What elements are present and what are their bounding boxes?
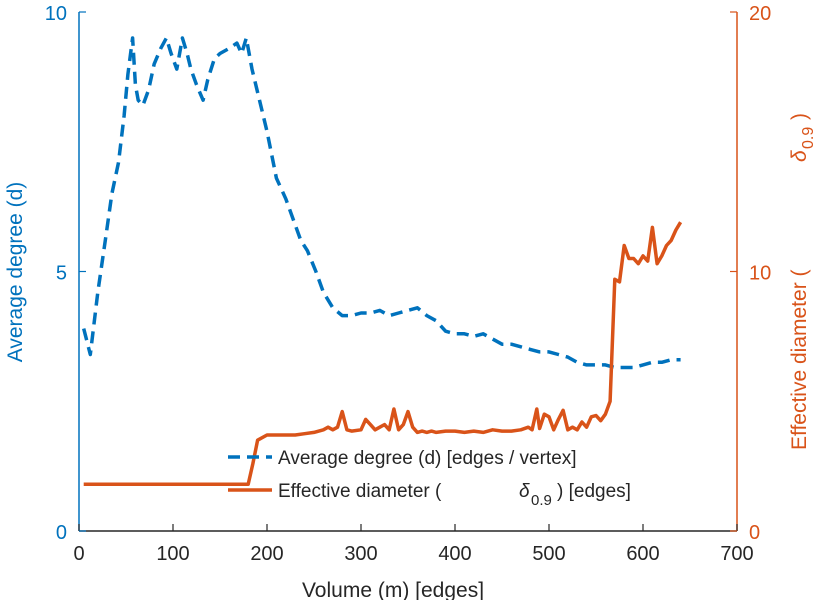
left-y-tick-label: 0 [56, 522, 67, 544]
legend-label-effective-diameter-symbol: δ [519, 481, 530, 502]
right-y-tick-label: 0 [749, 522, 760, 544]
series-group [82, 36, 683, 487]
left-y-axis-label: Average degree (d) [4, 182, 27, 363]
x-tick-label: 600 [626, 543, 659, 565]
legend: Average degree (d) [edges / vertex] Effe… [228, 448, 631, 509]
x-tick-label: 100 [156, 543, 189, 565]
legend-label-effective-diameter-subscript: 0.9 [531, 492, 552, 509]
right-y-axis-label: Effective diameter ( δ 0.9 ) [788, 113, 817, 450]
right-y-tick-label: 20 [749, 3, 771, 25]
legend-label-average-degree: Average degree (d) [edges / vertex] [278, 448, 577, 469]
x-tick-label: 700 [720, 543, 753, 565]
series-line-average-degree [82, 36, 681, 370]
right-y-axis-label-close: ) [788, 113, 811, 120]
x-axis-label: Volume (m) [edges] [302, 579, 484, 600]
x-tick-label: 300 [344, 543, 377, 565]
legend-label-effective-diameter-suffix: ) [edges] [557, 481, 631, 502]
x-tick-label: 200 [250, 543, 283, 565]
left-y-tick-label: 5 [56, 263, 67, 285]
right-y-axis-label-subscript: 0.9 [800, 127, 817, 149]
right-y-axis-label-text: Effective diameter ( [788, 269, 811, 450]
right-y-tick-label: 10 [749, 263, 771, 285]
x-tick-label: 400 [438, 543, 471, 565]
right-y-axis-label-symbol: δ [788, 150, 811, 162]
series-line-effective-diameter [83, 221, 683, 487]
left-y-tick-label: 10 [45, 3, 67, 25]
x-tick-label: 500 [532, 543, 565, 565]
legend-label-effective-diameter: Effective diameter ( [278, 481, 442, 502]
x-tick-label: 0 [73, 543, 84, 565]
